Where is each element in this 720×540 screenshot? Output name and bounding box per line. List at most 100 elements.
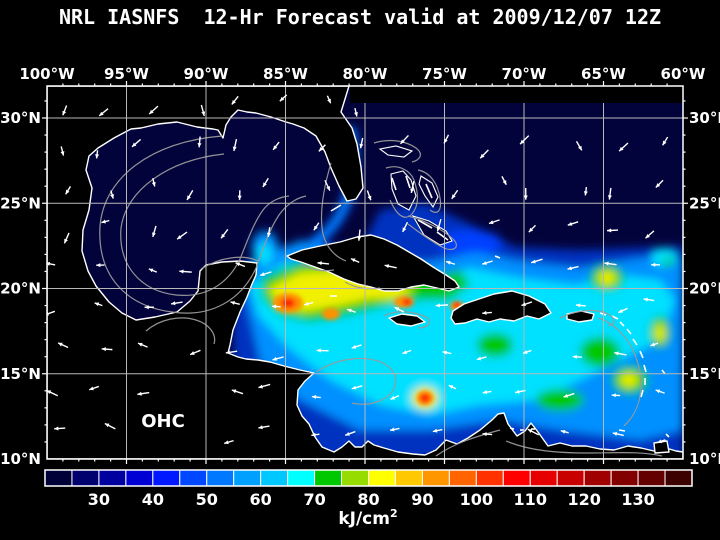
- arrow-head: [351, 385, 357, 390]
- arrow-head: [60, 151, 65, 156]
- arrow-head: [99, 111, 104, 116]
- current-vector-field: [47, 94, 669, 445]
- arrow-head: [655, 389, 661, 394]
- arrow-head: [101, 219, 106, 224]
- arrow-head: [304, 301, 309, 306]
- colorbar-cell: [98, 469, 127, 487]
- arrow-head: [64, 238, 68, 244]
- lon-tick-label: 85°W: [263, 65, 308, 83]
- arrow-head: [367, 195, 372, 201]
- colorbar-tick-label: 60: [250, 490, 272, 509]
- arrow-head: [272, 356, 277, 361]
- lon-tick-label: 90°W: [184, 65, 229, 83]
- colorbar-cell: [421, 469, 450, 487]
- unit-exponent: 2: [390, 507, 398, 520]
- arrow-head: [232, 146, 237, 151]
- colorbar-cell: [125, 469, 154, 487]
- arrow-head: [436, 226, 441, 232]
- arrow-head: [148, 268, 154, 273]
- arrow-head: [131, 142, 137, 147]
- arrow-head: [451, 194, 456, 199]
- colorbar-cell: [287, 469, 316, 487]
- arrow-head: [47, 390, 52, 395]
- arrow-head: [137, 391, 142, 396]
- arrow-head: [345, 431, 350, 436]
- lon-tick-label: 70°W: [502, 65, 547, 83]
- arrow-head: [482, 261, 487, 265]
- ohc-field-label: OHC: [141, 411, 185, 432]
- lat-tick-label-right: 10°N: [689, 450, 720, 468]
- arrow-head: [390, 395, 396, 400]
- arrow-head: [231, 99, 236, 105]
- colorbar-units: kJ/cm2: [338, 507, 397, 529]
- arrow-head: [149, 109, 154, 114]
- arrow-head: [502, 180, 507, 185]
- colorbar-tick-label: 120: [567, 490, 600, 509]
- puerto-rico: [566, 310, 595, 323]
- colorbar-cell: [610, 469, 639, 487]
- colorbar-cell: [394, 469, 423, 487]
- arrow-head: [476, 356, 482, 361]
- lon-tick-label: 80°W: [343, 65, 388, 83]
- arrow-head: [435, 303, 441, 308]
- colorbar-tick-label: 80: [357, 490, 379, 509]
- arrow-head: [258, 425, 263, 430]
- arrow-head: [350, 258, 356, 263]
- arrow-head: [442, 350, 447, 355]
- arrow-head: [354, 111, 358, 117]
- arrow-head: [62, 110, 67, 116]
- lat-tick-label-left: 20°N: [0, 280, 41, 298]
- lon-tick-label: 75°W: [422, 65, 467, 83]
- arrow-head: [347, 308, 352, 313]
- colorbar-cell: [44, 469, 73, 487]
- colorbar-cell: [260, 469, 289, 487]
- arrow-head: [482, 432, 487, 437]
- arrow-head: [402, 350, 408, 355]
- lat-tick-label-left: 30°N: [0, 109, 41, 127]
- arrow-head: [318, 147, 324, 152]
- colorbar: 30 40 50 60 70 80 90 100 110 120 130: [44, 469, 693, 509]
- arrow-head: [583, 191, 588, 196]
- arrow-head: [54, 426, 59, 431]
- arrow-head: [359, 143, 364, 149]
- colorbar-cell: [556, 469, 585, 487]
- colorbar-cell: [475, 469, 504, 487]
- arrow-head: [179, 269, 184, 274]
- arrow-head: [279, 96, 285, 102]
- lat-tick-label-right: 30°N: [689, 109, 720, 127]
- arrow-head: [650, 342, 656, 347]
- arrow-head: [260, 272, 265, 277]
- arrow-head: [230, 301, 235, 305]
- arrow-head: [527, 429, 533, 433]
- arrow-head: [515, 389, 520, 394]
- warm-eddy-cores: [273, 293, 464, 406]
- arrow-head: [577, 145, 582, 151]
- colorbar-cell: [152, 469, 181, 487]
- arrow-head: [152, 232, 156, 237]
- arrow-head: [138, 342, 143, 347]
- arrow-head: [643, 297, 648, 302]
- colorbar-cell: [502, 469, 531, 487]
- lat-tick-label-right: 25°N: [689, 194, 720, 212]
- arrow-head: [110, 194, 114, 199]
- arrow-head: [432, 428, 438, 433]
- colorbar-tick-label: 30: [88, 490, 110, 509]
- colorbar-border: [44, 469, 693, 487]
- colorbar-cell: [71, 469, 100, 487]
- arrow-head: [446, 260, 451, 265]
- arrow-head: [567, 221, 573, 226]
- colorbar-cell: [233, 469, 262, 487]
- colorbar-cell: [206, 469, 235, 487]
- arrow-head: [58, 342, 63, 347]
- arrow-head: [480, 153, 485, 159]
- arrow-head: [384, 264, 390, 269]
- arrow-head: [410, 188, 415, 193]
- arrow-head: [225, 350, 231, 355]
- arrow-head: [572, 354, 578, 359]
- hispaniola: [450, 290, 552, 325]
- colorbar-tick-label: 40: [142, 490, 164, 509]
- arrow-head: [604, 261, 609, 266]
- arrow-head: [237, 195, 242, 200]
- colorbar-cell: [314, 469, 343, 487]
